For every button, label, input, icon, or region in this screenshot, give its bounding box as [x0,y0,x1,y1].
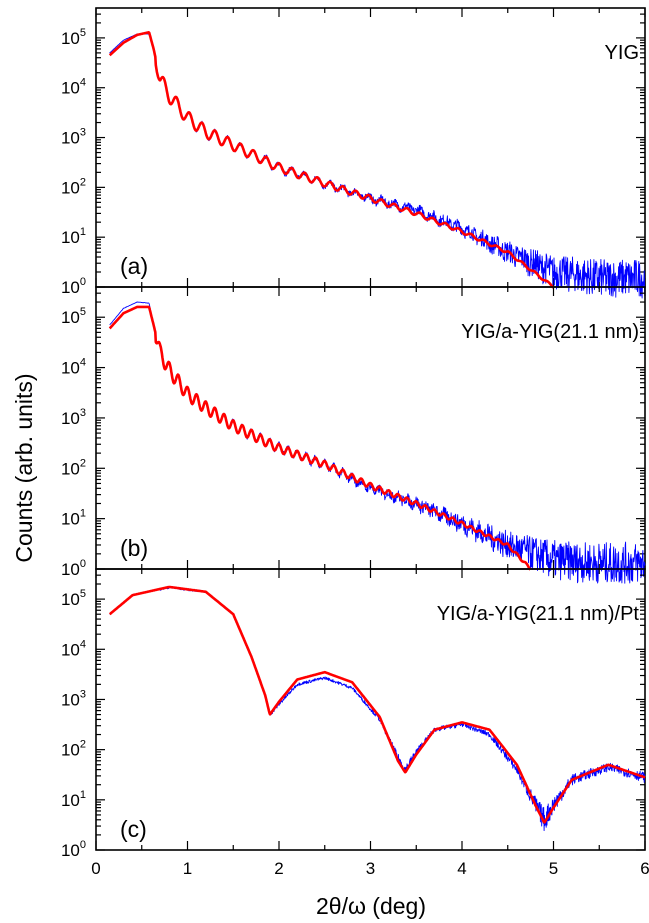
panel-3-y-tick-label: 103 [61,688,86,709]
x-tick-label: 5 [549,859,558,878]
y-axis-title: Counts (arb. units) [11,373,37,562]
panel-2-y-tick-label: 102 [61,457,86,478]
panel-1-frame [95,7,646,288]
x-tick-label: 1 [183,859,192,878]
panel-1-y-tick-label: 100 [61,276,86,297]
panel-3-x-ticks [95,569,646,850]
panel-2: 100 101 102 103 104 105 (b) YIG/a-YIG(21.1 nm) [61,286,646,584]
panel-1-sample-label: YIG [605,42,639,64]
panels: 100101102103104105(a)YIG1001011021031041… [61,7,646,860]
panel-1-y-tick-label: 103 [61,127,86,148]
panel-3-y-tick-label: 105 [61,588,86,609]
panel-1-y-tick-label: 101 [61,226,86,247]
x-tick-labels: 0 1 2 3 4 5 6 [91,859,649,878]
panel-2-y-tick-label: 103 [61,407,86,428]
panel-2-y-ticks [96,292,645,570]
panel-1-y-tick-label: 105 [61,27,86,48]
panel-1-y-ticks [96,13,645,288]
x-tick-label: 6 [640,859,649,878]
panel-1-y-tick-label: 104 [61,77,86,98]
panel-2-label: (b) [120,535,148,561]
panel-2-fit-series [108,305,532,571]
panel-1-y-tick-label: 102 [61,176,86,197]
panel-2-measured-series [109,301,646,584]
panel-1-x-ticks [95,8,646,287]
panel-3-y-tick-label: 100 [61,839,86,860]
panel-2-y-tick-label: 101 [61,508,86,529]
panel-3-fit-series [108,585,646,824]
panel-2-sample-label: YIG/a-YIG(21.1 nm) [461,321,639,343]
x-tick-label: 2 [274,859,283,878]
panel-3-y-tick-label: 104 [61,638,86,659]
panel-1-label: (a) [120,253,148,279]
x-axis-title: 2θ/ω (deg) [316,893,426,919]
x-tick-label: 0 [91,859,100,878]
panel-1: 100 101 102 103 104 105 (a) YIG [61,7,646,299]
panel-2-y-tick-label: 100 [61,558,86,579]
panel-3-sample-label: YIG/a-YIG(21.1 nm)/Pt [437,603,640,625]
panel-3: 100 101 102 103 104 105 (c) YIG/a-YIG(21.1 nm)/… [61,568,646,860]
panel-2-x-ticks [95,287,646,569]
panel-3-label: (c) [120,816,147,842]
panel-3-y-tick-label: 101 [61,789,86,810]
panel-3-y-ticks [96,574,645,851]
panel-2-y-tick-label: 104 [61,357,86,378]
x-tick-label: 4 [457,859,466,878]
panel-3-y-tick-label: 102 [61,739,86,760]
panel-2-y-tick-label: 105 [61,306,86,327]
panel-1-fit-series [108,30,555,289]
panel-1-measured-series [109,33,646,299]
x-tick-label: 3 [366,859,375,878]
